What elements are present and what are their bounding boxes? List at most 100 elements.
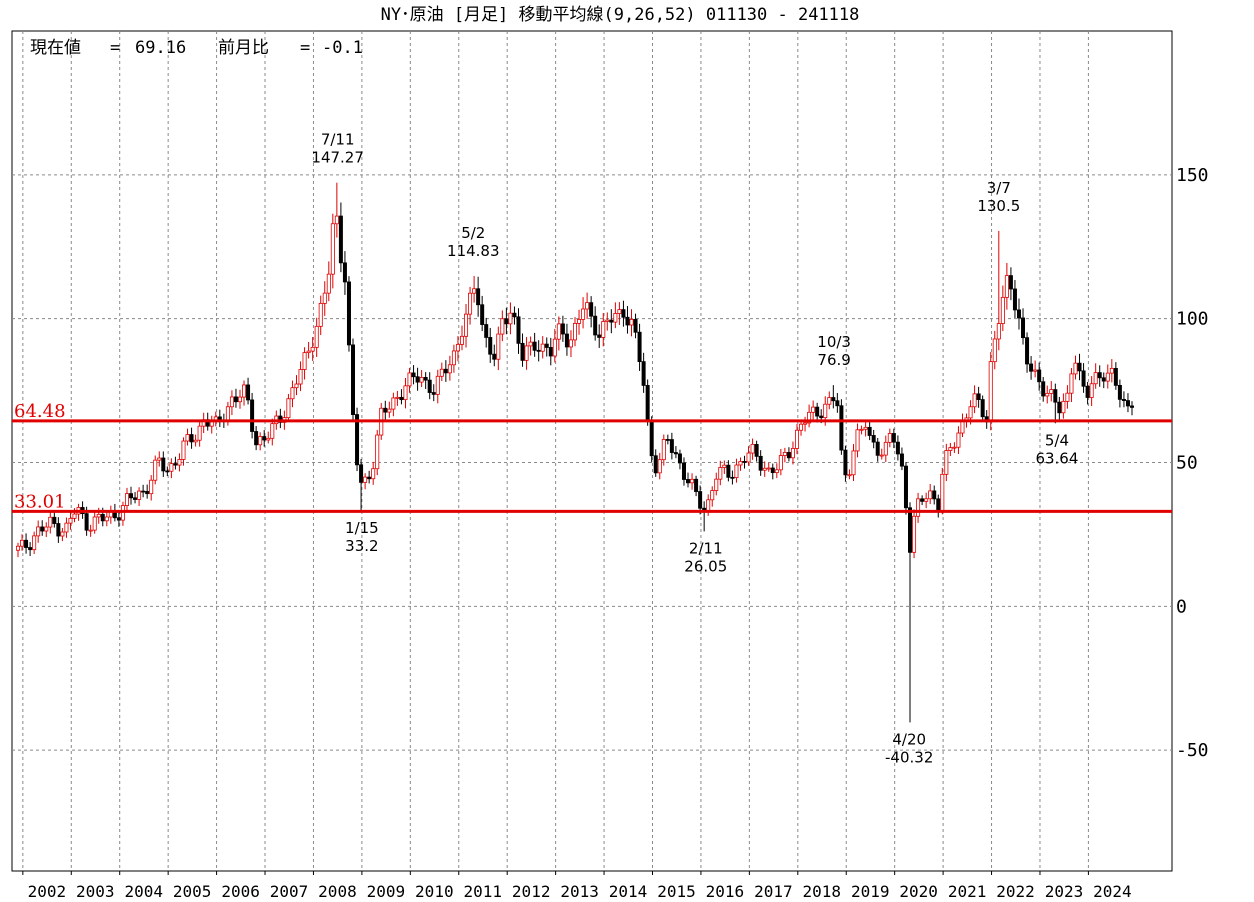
candle-body (790, 448, 795, 459)
candle-body (548, 347, 553, 357)
candle-body (407, 372, 412, 387)
candle-body (500, 318, 505, 335)
candle-body (64, 522, 69, 533)
candle-body (956, 432, 961, 448)
candle-body (161, 457, 166, 472)
candle-body (137, 490, 142, 500)
candle-body (185, 434, 190, 442)
annotation-value: 147.27 (311, 149, 364, 167)
candle-body (532, 341, 537, 351)
candle-body (883, 441, 888, 456)
candle-body (1004, 275, 1009, 298)
candle-body (774, 469, 779, 474)
candle-body (593, 315, 598, 336)
annotation-date: 4/20 (892, 730, 926, 748)
candle-body (278, 415, 283, 423)
candle-body (1016, 309, 1021, 319)
candle-body (15, 545, 20, 551)
candle-body (936, 498, 941, 512)
candle-body (1000, 296, 1005, 324)
candle-body (855, 429, 860, 452)
candle-body (141, 490, 146, 493)
candle-body (1045, 392, 1050, 397)
candle-body (782, 451, 787, 456)
annotation-date: 1/15 (345, 519, 379, 537)
candle-body (1077, 362, 1082, 372)
candle-body (899, 453, 904, 467)
candle-body (314, 325, 319, 348)
candle-body (1021, 317, 1026, 339)
candle-body (677, 453, 682, 464)
candle-body (480, 304, 485, 325)
candle-body (867, 426, 872, 436)
x-tick-label: 2021 (948, 882, 987, 901)
candle-body (181, 440, 186, 460)
candle-body (637, 331, 642, 363)
candle-body (811, 406, 816, 413)
candle-body (464, 313, 469, 337)
candle-body (863, 426, 868, 430)
candle-body (133, 497, 138, 500)
candle-body (807, 411, 812, 424)
candle-body (1049, 389, 1054, 394)
candle-body (944, 450, 949, 475)
candle-body (597, 334, 602, 338)
candle-body (552, 338, 557, 357)
candle-body (455, 343, 460, 352)
candle-body (827, 397, 832, 405)
candle-body (100, 513, 105, 522)
x-tick-label: 2014 (609, 882, 648, 901)
candle-body (395, 396, 400, 399)
candle-body (459, 335, 464, 345)
candle-body (766, 467, 771, 470)
candle-body (617, 309, 622, 314)
candle-body (258, 436, 263, 446)
candle-body (44, 526, 49, 532)
candle-body (924, 498, 929, 502)
x-tick-label: 2002 (28, 882, 67, 901)
annotation-date: 5/2 (461, 224, 485, 242)
candle-body (318, 302, 323, 327)
candle-body (383, 407, 388, 413)
candle-body (621, 309, 626, 318)
candle-body (968, 406, 973, 419)
candle-body (1061, 400, 1066, 414)
candle-body (1025, 337, 1030, 365)
candle-body (1008, 275, 1013, 290)
y-tick-label: 0 (1176, 596, 1187, 617)
candle-body (835, 400, 840, 407)
annotation-date: 5/4 (1045, 431, 1069, 449)
candle-body (669, 439, 674, 453)
candle-body (976, 393, 981, 400)
candle-body (843, 449, 848, 476)
candle-body (28, 547, 33, 551)
candle-body (330, 223, 335, 275)
candle-body (706, 499, 711, 512)
candle-body (754, 443, 759, 457)
grid (12, 31, 1172, 871)
candle-body (197, 425, 202, 441)
candle-body (177, 459, 182, 466)
candle-body (690, 478, 695, 484)
candle-body (242, 384, 247, 398)
candle-body (1065, 392, 1070, 402)
candle-body (799, 423, 804, 431)
candle-body (92, 516, 97, 531)
candle-body (665, 439, 670, 441)
candle-body (912, 515, 917, 553)
candle-body (431, 392, 436, 395)
candle-body (645, 385, 650, 421)
candle-body (512, 312, 517, 318)
candle-body (1093, 372, 1098, 385)
candle-body (726, 464, 731, 478)
candle-body (294, 383, 299, 389)
candle-body (875, 441, 880, 456)
candle-body (895, 441, 900, 455)
candle-body (40, 526, 45, 532)
chart-title: NY･原油 [月足] 移動平均線(9,26,52) 011130 - 24111… (381, 5, 860, 25)
candle-body (371, 468, 376, 480)
candle-body (544, 343, 549, 348)
candle-body (661, 439, 666, 461)
candle-body (568, 339, 573, 348)
x-tick-label: 2008 (318, 882, 357, 901)
